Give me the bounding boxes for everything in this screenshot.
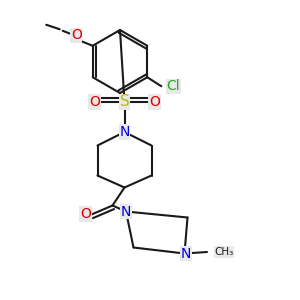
Text: Cl: Cl <box>167 79 180 93</box>
Text: N: N <box>181 247 191 260</box>
Text: O: O <box>71 28 82 42</box>
Text: N: N <box>119 125 130 139</box>
Text: CH₃: CH₃ <box>214 247 234 257</box>
Text: S: S <box>120 94 129 110</box>
Text: O: O <box>149 95 160 109</box>
Text: O: O <box>80 207 91 221</box>
Text: O: O <box>89 95 100 109</box>
Text: N: N <box>121 205 131 218</box>
